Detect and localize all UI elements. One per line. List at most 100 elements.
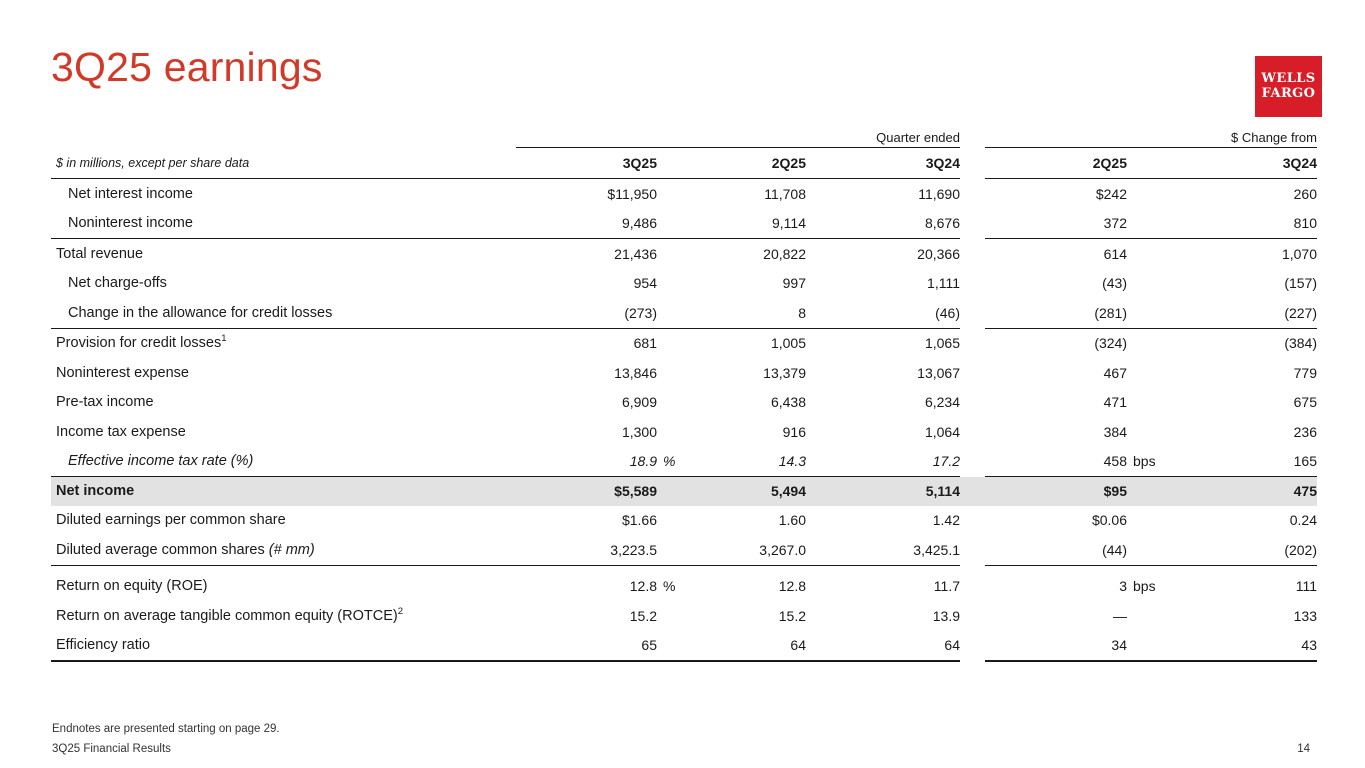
- cell-3q25: 954: [633, 275, 657, 292]
- cell-3q25: 9,486: [621, 215, 657, 232]
- unit-note: $ in millions, except per share data: [56, 156, 250, 170]
- quarter-ended-header: Quarter ended: [516, 130, 960, 148]
- separator-line: [51, 238, 1317, 239]
- cell-2q25: 15.2: [778, 607, 806, 624]
- table-row: Return on average tangible common equity…: [51, 601, 1317, 631]
- cell-3q24: 1,064: [924, 423, 960, 440]
- cell-3q24: 64: [944, 637, 960, 654]
- cell-change-2q25: (43): [1102, 275, 1127, 292]
- row-label: Net income: [56, 483, 135, 500]
- cell-3q24: 3,425.1: [913, 541, 960, 558]
- col-header-chg-2q25: 2Q25: [1092, 155, 1127, 171]
- cell-3q25: $11,950: [607, 185, 657, 202]
- cell-change-2q25: 471: [1103, 394, 1127, 411]
- cell-change-3q24: 133: [1293, 607, 1317, 624]
- cell-2q25: 5,494: [770, 483, 806, 500]
- cell-3q24: (46): [935, 304, 960, 321]
- cell-change-3q24: 236: [1293, 423, 1317, 440]
- cell-3q25: 15.2: [629, 607, 657, 624]
- cell-change-2q25: 384: [1103, 423, 1127, 440]
- table-row: Return on equity (ROE) 12.8% 12.8 11.7 3…: [51, 572, 1317, 602]
- cell-3q24: 11.7: [933, 578, 960, 595]
- cell-change-2q25: (44): [1102, 541, 1127, 558]
- column-group-header-row: Quarter ended $ Change from: [51, 129, 1317, 148]
- cell-2q25: 1,005: [770, 335, 806, 352]
- slide-title: 3Q25 earnings: [51, 44, 323, 90]
- cell-change-2q25: 458 bps: [1103, 453, 1156, 470]
- row-label: Effective income tax rate (%): [68, 453, 254, 470]
- cell-change-3q24: 779: [1293, 364, 1317, 381]
- footnote-marker: 2: [397, 605, 404, 617]
- cell-3q25: $1.66: [621, 512, 657, 529]
- footnote-marker: 1: [221, 333, 227, 345]
- change-from-header: $ Change from: [985, 130, 1317, 148]
- row-label: Provision for credit losses1: [56, 333, 227, 352]
- unit-suffix: bps: [1133, 453, 1156, 470]
- cell-3q25: 12.8%: [629, 578, 676, 595]
- page-number: 14: [1297, 743, 1310, 755]
- cell-2q25: 6,438: [770, 394, 806, 411]
- cell-2q25: 13,379: [763, 364, 806, 381]
- row-label: Efficiency ratio: [56, 637, 151, 654]
- row-label: Noninterest expense: [56, 364, 189, 381]
- cell-3q25: 3,223.5: [610, 541, 657, 558]
- cell-2q25: 12.8: [778, 578, 806, 595]
- cell-change-3q24: (157): [1284, 275, 1317, 292]
- cell-change-2q25: 467: [1103, 364, 1127, 381]
- cell-3q24: 20,366: [917, 245, 960, 262]
- cell-change-2q25: 372: [1103, 215, 1127, 232]
- cell-3q24: 17.2: [932, 453, 960, 470]
- table-row: Total revenue 21,436 20,822 20,366 614 1…: [51, 239, 1317, 269]
- unit-suffix: %: [663, 453, 676, 470]
- cell-3q25: 18.9%: [629, 453, 676, 470]
- cell-3q25: 13,846: [614, 364, 657, 381]
- separator-line: [51, 564, 1317, 566]
- unit-suffix: %: [663, 578, 676, 595]
- table-row: Efficiency ratio 65 64 64 34 43: [51, 631, 1317, 661]
- separator-line: [51, 476, 1317, 477]
- row-label: Net interest income: [68, 185, 193, 202]
- cell-3q25: 21,436: [614, 245, 657, 262]
- cell-change-2q25: 614: [1103, 245, 1127, 262]
- cell-3q25: (273): [624, 304, 657, 321]
- separator-line: [51, 327, 1317, 329]
- table-row: Income tax expense 1,300 916 1,064 384 2…: [51, 417, 1317, 447]
- cell-change-2q25: —: [1113, 607, 1127, 624]
- cell-change-3q24: (202): [1284, 541, 1317, 558]
- footer-title: 3Q25 Financial Results: [52, 743, 171, 755]
- row-label: Income tax expense: [56, 423, 186, 440]
- cell-change-2q25: (281): [1094, 304, 1127, 321]
- wells-fargo-logo: WELLS FARGO: [1255, 56, 1322, 117]
- table-row: Provision for credit losses1 681 1,005 1…: [51, 329, 1317, 359]
- cell-change-2q25: $0.06: [1091, 512, 1127, 529]
- table-row: Diluted average common shares (# mm) 3,2…: [51, 535, 1317, 565]
- table-row: Noninterest income 9,486 9,114 8,676 372…: [51, 209, 1317, 239]
- cell-3q25: 1,300: [621, 423, 657, 440]
- row-label: Diluted earnings per common share: [56, 512, 286, 529]
- col-header-3q24: 3Q24: [925, 155, 960, 171]
- cell-2q25: 1.60: [778, 512, 806, 529]
- logo-line-2: FARGO: [1261, 85, 1316, 101]
- cell-2q25: 8: [798, 304, 806, 321]
- cell-change-3q24: 0.24: [1289, 512, 1317, 529]
- unit-suffix: bps: [1133, 578, 1156, 595]
- cell-2q25: 9,114: [772, 215, 806, 232]
- col-header-2q25: 2Q25: [771, 155, 806, 171]
- cell-2q25: 20,822: [763, 245, 806, 262]
- header-underline: [51, 178, 1317, 179]
- row-label: Total revenue: [56, 245, 144, 262]
- cell-2q25: 64: [790, 637, 806, 654]
- cell-change-2q25: 34: [1111, 637, 1127, 654]
- column-header-row: $ in millions, except per share data 3Q2…: [51, 148, 1317, 178]
- col-header-chg-3q24: 3Q24: [1282, 155, 1317, 171]
- cell-3q24: 1,111: [927, 275, 960, 292]
- cell-change-3q24: 260: [1293, 185, 1317, 202]
- row-label: Noninterest income: [68, 215, 193, 232]
- cell-change-3q24: (384): [1284, 335, 1317, 352]
- table-row: Noninterest expense 13,846 13,379 13,067…: [51, 358, 1317, 388]
- table-rows: Net interest income $11,950 11,708 11,69…: [51, 179, 1317, 660]
- cell-3q24: 5,114: [925, 483, 960, 500]
- cell-change-3q24: 165: [1293, 453, 1317, 470]
- col-header-3q25: 3Q25: [622, 155, 657, 171]
